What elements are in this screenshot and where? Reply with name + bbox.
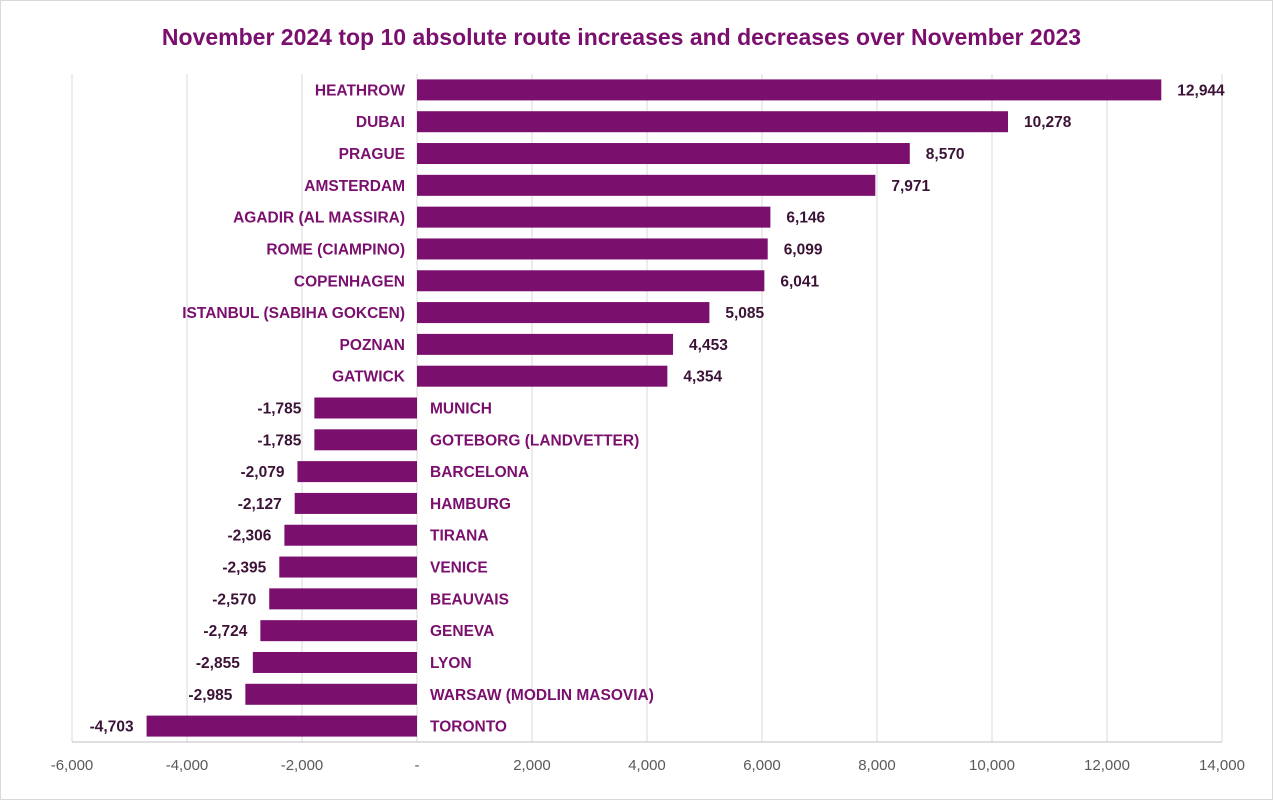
category-label: BEAUVAIS: [430, 591, 509, 608]
bar: [260, 620, 417, 642]
bar: [314, 397, 417, 419]
x-tick-label: 10,000: [969, 757, 1015, 774]
category-label: LYON: [430, 655, 472, 672]
category-label: MUNICH: [430, 401, 492, 418]
x-tick-label: -2,000: [281, 757, 324, 774]
category-label: PRAGUE: [339, 146, 405, 163]
x-tick-label: 4,000: [628, 757, 666, 774]
category-label: GENEVA: [430, 623, 494, 640]
category-label: BARCELONA: [430, 464, 529, 481]
bar: [146, 715, 417, 737]
data-label: 7,971: [891, 178, 930, 195]
data-label: -2,570: [212, 591, 256, 608]
category-label: HEATHROW: [315, 82, 405, 99]
x-tick-label: -6,000: [51, 757, 94, 774]
bar: [294, 492, 417, 514]
data-label: 4,453: [689, 337, 728, 354]
category-label: HAMBURG: [430, 496, 511, 513]
data-label: 4,354: [683, 369, 722, 386]
bar: [417, 270, 765, 292]
bar: [417, 79, 1162, 101]
data-label: -2,724: [203, 623, 247, 640]
data-label: -1,785: [257, 401, 301, 418]
data-label: 5,085: [725, 305, 764, 322]
bar: [314, 429, 417, 451]
bar: [297, 461, 417, 483]
x-tick-label: 2,000: [513, 757, 551, 774]
data-label: 12,944: [1177, 82, 1225, 99]
data-label: -2,395: [222, 560, 266, 577]
category-label: AMSTERDAM: [304, 178, 405, 195]
bar: [417, 365, 668, 387]
bar: [417, 238, 768, 260]
x-tick-label: -4,000: [166, 757, 209, 774]
bar: [245, 683, 417, 705]
data-label: -2,127: [238, 496, 282, 513]
x-tick-label: 14,000: [1199, 757, 1245, 774]
bar: [284, 524, 417, 546]
data-label: 8,570: [926, 146, 965, 163]
data-label: -2,855: [196, 655, 240, 672]
bar: [417, 174, 876, 196]
bar: [279, 556, 417, 578]
bar: [417, 302, 710, 324]
data-label: 10,278: [1024, 114, 1072, 131]
category-label: TORONTO: [430, 719, 507, 736]
bar: [417, 111, 1008, 133]
bar: [252, 651, 417, 673]
category-label: ROME (CIAMPINO): [266, 241, 405, 258]
data-label: -2,306: [227, 528, 271, 545]
x-tick-label: 8,000: [858, 757, 896, 774]
category-label: ISTANBUL (SABIHA GOKCEN): [182, 305, 405, 322]
data-label: -2,079: [241, 464, 285, 481]
data-label: 6,041: [780, 273, 819, 290]
bar: [417, 333, 674, 355]
category-label: COPENHAGEN: [294, 273, 405, 290]
data-label: -2,985: [188, 687, 232, 704]
category-label: GATWICK: [332, 369, 406, 386]
category-label: POZNAN: [340, 337, 405, 354]
chart-title: November 2024 top 10 absolute route incr…: [161, 24, 1082, 50]
category-label: GOTEBORG (LANDVETTER): [430, 432, 639, 449]
bar: [269, 588, 417, 610]
category-label: WARSAW (MODLIN MASOVIA): [430, 687, 654, 704]
data-label: 6,146: [786, 210, 825, 227]
category-label: TIRANA: [430, 528, 489, 545]
x-tick-label: -: [415, 757, 420, 774]
category-label: DUBAI: [356, 114, 405, 131]
category-label: VENICE: [430, 560, 488, 577]
x-tick-label: 12,000: [1084, 757, 1130, 774]
data-label: 6,099: [784, 241, 823, 258]
category-label: AGADIR (AL MASSIRA): [233, 210, 405, 227]
x-tick-label: 6,000: [743, 757, 781, 774]
bar: [417, 143, 910, 165]
bar: [417, 206, 771, 228]
data-label: -4,703: [90, 719, 134, 736]
data-label: -1,785: [257, 432, 301, 449]
